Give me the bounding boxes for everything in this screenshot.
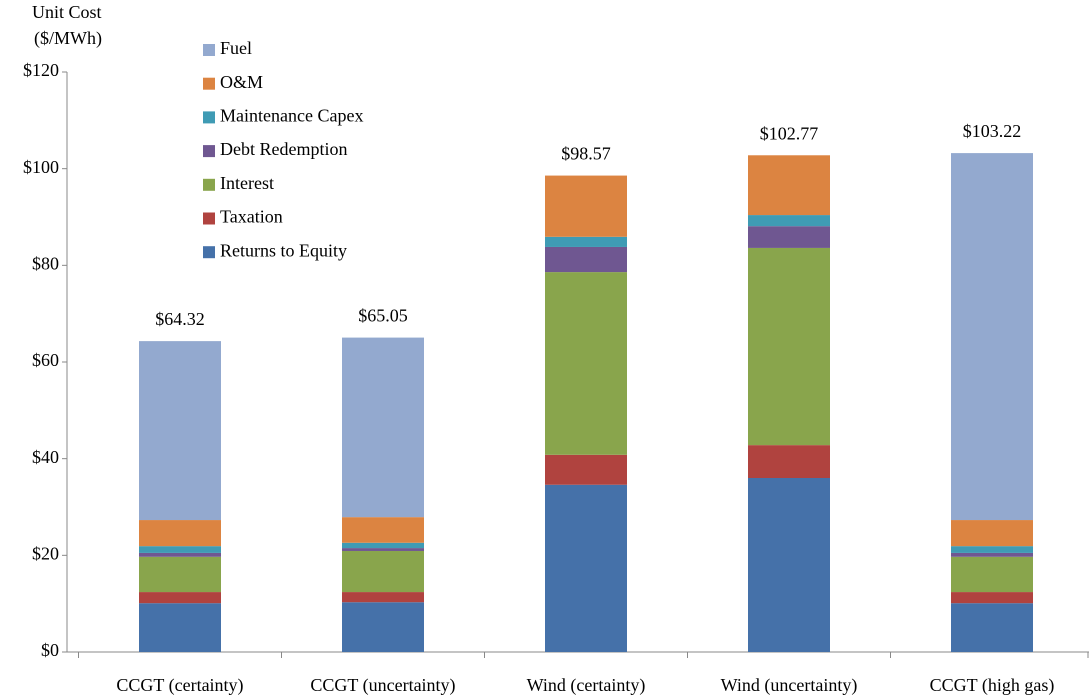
total-label: $64.32 — [155, 309, 205, 329]
y-tick-label: $80 — [32, 253, 59, 273]
y-tick-label: $100 — [23, 157, 59, 177]
total-label: $103.22 — [963, 121, 1022, 141]
bar-segment — [951, 556, 1033, 593]
bar-segment — [545, 272, 627, 455]
total-label: $98.57 — [561, 144, 611, 164]
bar-segment — [951, 546, 1033, 553]
bar-segment — [951, 592, 1033, 604]
bar-segment — [748, 215, 830, 227]
y-axis-label: Unit Cost — [32, 2, 102, 22]
bar-segment — [139, 520, 221, 547]
x-tick-label: CCGT (high gas) — [930, 675, 1055, 696]
bar-segment — [545, 175, 627, 237]
bar-segment — [748, 247, 830, 446]
bar-segment — [748, 478, 830, 652]
bar-segment — [139, 556, 221, 593]
bar-segment — [139, 552, 221, 557]
bar-segment — [951, 153, 1033, 521]
x-tick-label: CCGT (certainty) — [116, 675, 243, 696]
legend-swatch — [203, 111, 215, 124]
legend-label: Interest — [220, 173, 274, 193]
bar-segment — [139, 546, 221, 553]
legend-label: O&M — [220, 72, 263, 92]
legend-swatch — [203, 246, 215, 259]
legend-label: Debt Redemption — [220, 139, 347, 159]
total-label: $65.05 — [358, 306, 408, 326]
legend-swatch — [203, 178, 215, 191]
bar-segment — [342, 517, 424, 543]
y-tick-label: $120 — [23, 60, 59, 80]
bar-segment — [139, 592, 221, 604]
bar-segment — [342, 592, 424, 603]
legend-label: Maintenance Capex — [220, 106, 363, 126]
x-tick-label: Wind (certainty) — [527, 675, 646, 696]
bar-segment — [748, 226, 830, 248]
bar-segment — [545, 246, 627, 273]
legend-swatch — [203, 44, 215, 56]
y-tick-label: $0 — [41, 640, 59, 660]
y-tick-label: $60 — [32, 350, 59, 370]
legend-label: Taxation — [220, 207, 283, 227]
x-tick-label: CCGT (uncertainty) — [310, 675, 455, 696]
bar-segment — [748, 445, 830, 478]
y-tick-label: $20 — [32, 543, 59, 563]
bar-segment — [545, 454, 627, 485]
bar-segment — [342, 602, 424, 652]
bar-segment — [951, 603, 1033, 652]
legend-label: Fuel — [220, 38, 252, 58]
legend-swatch — [203, 212, 215, 225]
bar-segment — [545, 484, 627, 652]
total-label: $102.77 — [760, 123, 819, 143]
bar-segment — [951, 552, 1033, 557]
y-tick-label: $40 — [32, 447, 59, 467]
bar-segment — [951, 520, 1033, 547]
bar-segment — [139, 603, 221, 652]
legend-label: Returns to Equity — [220, 240, 347, 260]
legend-swatch — [203, 145, 215, 158]
bar-segment — [139, 341, 221, 521]
bar-segment — [545, 236, 627, 247]
y-axis-label: ($/MWh) — [34, 28, 102, 49]
bar-segment — [748, 155, 830, 216]
legend-swatch — [203, 77, 215, 90]
bar-segment — [342, 542, 424, 549]
bar-segment — [342, 548, 424, 551]
bar-segment — [342, 337, 424, 518]
x-tick-label: Wind (uncertainty) — [721, 675, 858, 696]
bar-segment — [342, 550, 424, 593]
